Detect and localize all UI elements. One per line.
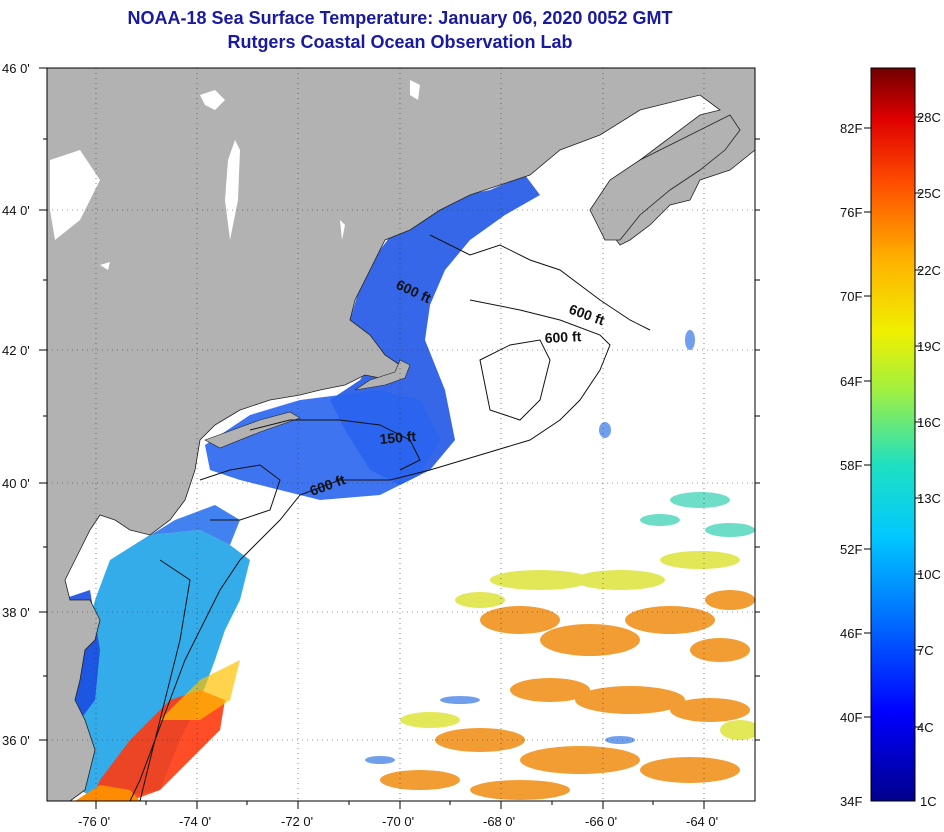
colorbar-f-label: 58F — [840, 458, 862, 473]
depth-contours — [129, 234, 651, 801]
colorbar-c-label: 19C — [917, 339, 941, 354]
colorbar-f-label: 40F — [840, 710, 862, 725]
y-tick-label: 44 0' — [2, 203, 30, 218]
colorbar-c-label: 7C — [917, 643, 934, 658]
y-tick-label: 38 0' — [2, 605, 30, 620]
cape-cod — [354, 359, 411, 391]
colorbar: 82F 76F 70F 64F 58F 52F 46F 40F 34F 28C … — [840, 67, 941, 809]
colorbar-f-label: 70F — [840, 289, 862, 304]
colorbar-f-label: 34F — [840, 794, 862, 809]
y-tick-label: 40 0' — [2, 476, 30, 491]
colorbar-f-label: 76F — [840, 205, 862, 220]
colorbar-c-label: 16C — [917, 415, 941, 430]
contour-label: 150 ft — [379, 428, 417, 447]
colorbar-gradient — [870, 67, 916, 802]
y-tick-labels: 46 0' 44 0' 42 0' 40 0' 38 0' 36 0' — [2, 61, 30, 748]
colorbar-c-label: 28C — [917, 110, 941, 125]
colorbar-f-label: 52F — [840, 542, 862, 557]
contour-label: 600 ft — [544, 328, 582, 346]
x-tick-label: -64 0' — [686, 814, 718, 829]
colorbar-c-label: 10C — [917, 567, 941, 582]
x-tick-label: -70 0' — [382, 814, 414, 829]
colorbar-c-label: 1C — [920, 794, 937, 809]
inland-lakes — [50, 80, 420, 270]
colorbar-f-label: 64F — [840, 374, 862, 389]
colorbar-f-label: 46F — [840, 626, 862, 641]
nova-scotia — [589, 114, 741, 241]
colorbar-c-label: 25C — [917, 186, 941, 201]
colorbar-c-label: 4C — [917, 720, 934, 735]
colorbar-c-label: 13C — [917, 491, 941, 506]
map-title: NOAA-18 Sea Surface Temperature: January… — [127, 8, 673, 28]
lat-lon-grid — [47, 68, 755, 801]
x-tick-label: -68 0' — [483, 814, 515, 829]
axis-ticks — [39, 67, 760, 809]
map-border — [46, 67, 756, 802]
x-tick-labels: -76 0' -74 0' -72 0' -70 0' -68 0' -66 0… — [78, 814, 718, 829]
x-tick-label: -66 0' — [585, 814, 617, 829]
map-area: 600 ft 600 ft 600 ft 150 ft 600 ft — [47, 68, 755, 801]
map-subtitle: Rutgers Coastal Ocean Observation Lab — [227, 32, 573, 52]
long-island — [204, 411, 301, 449]
x-tick-label: -74 0' — [179, 814, 211, 829]
y-tick-label: 46 0' — [2, 61, 30, 76]
y-tick-label: 42 0' — [2, 343, 30, 358]
y-tick-label: 36 0' — [2, 733, 30, 748]
colorbar-c-label: 22C — [917, 263, 941, 278]
colorbar-f-label: 82F — [840, 121, 862, 136]
x-tick-label: -72 0' — [281, 814, 313, 829]
x-tick-label: -76 0' — [78, 814, 110, 829]
